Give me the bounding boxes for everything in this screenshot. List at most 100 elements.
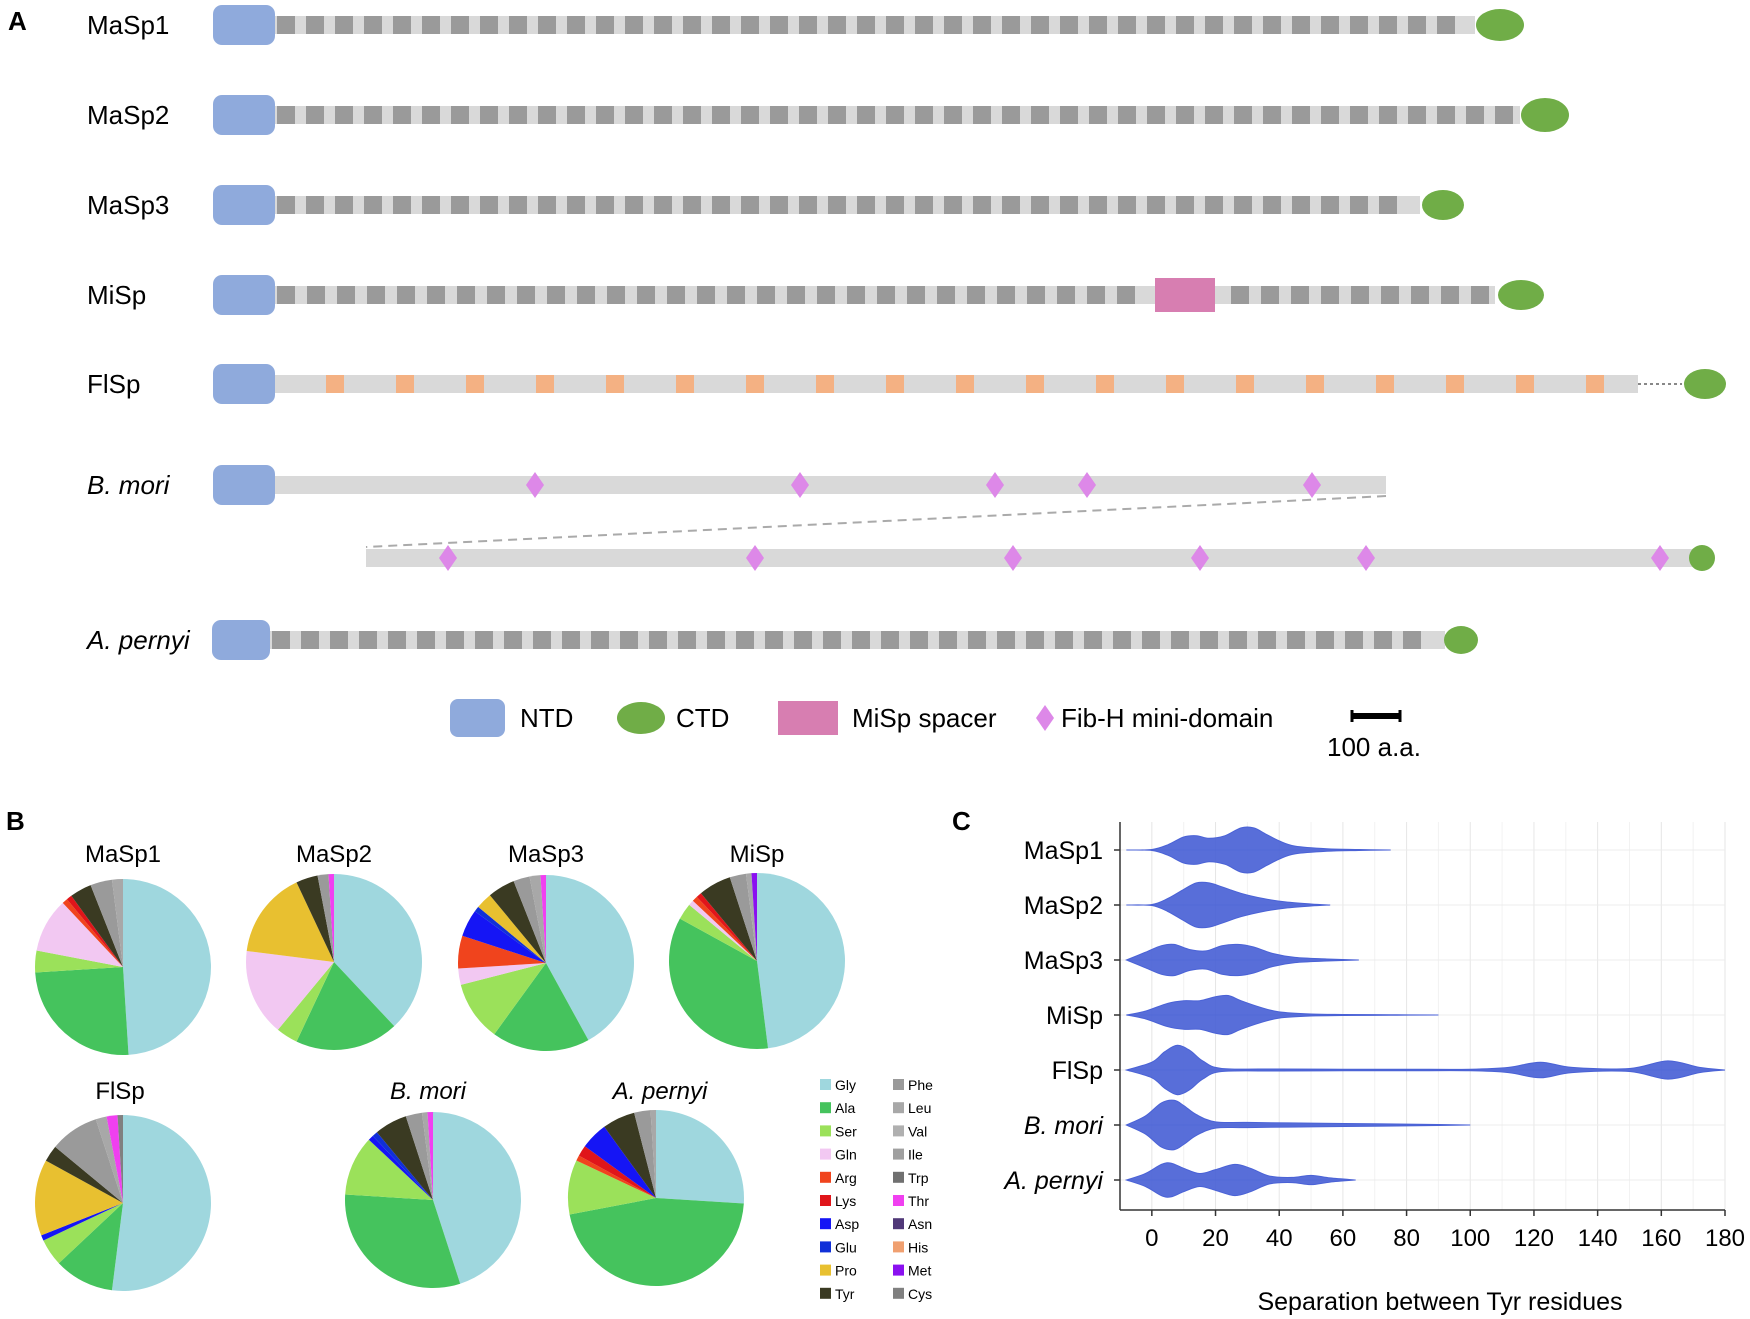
pie-slice bbox=[692, 896, 757, 961]
pie-slice bbox=[246, 950, 334, 1030]
repeat-block bbox=[1002, 196, 1020, 214]
repeat-block bbox=[828, 106, 846, 124]
pie-slice bbox=[433, 1112, 521, 1284]
legend-swatch bbox=[893, 1102, 904, 1114]
pie-slice bbox=[546, 875, 635, 1041]
x-tick-label: 140 bbox=[1578, 1225, 1618, 1252]
pie-slice bbox=[757, 873, 846, 1049]
repeat-block bbox=[480, 196, 498, 214]
fibh-mini-domain bbox=[1004, 545, 1022, 571]
legend-entry: Ile bbox=[893, 1147, 923, 1163]
legend-label: Gln bbox=[835, 1147, 857, 1163]
legend-swatch bbox=[820, 1125, 831, 1137]
pie-chart: MaSp3 bbox=[458, 841, 635, 1051]
pie-slice bbox=[489, 881, 546, 963]
repeat-block bbox=[1031, 106, 1049, 124]
repeat-block bbox=[427, 286, 445, 304]
violin-shape bbox=[1126, 826, 1391, 874]
repeat-block bbox=[881, 631, 899, 649]
repeat-block bbox=[1205, 196, 1223, 214]
repeat-block bbox=[596, 196, 614, 214]
repeat-block bbox=[359, 631, 377, 649]
repeat-block bbox=[1117, 286, 1135, 304]
ntd-domain bbox=[213, 465, 275, 505]
flsp-repeat-block bbox=[1516, 375, 1534, 393]
domain-row: MaSp1 bbox=[87, 5, 1524, 45]
pie-chart: B. mori bbox=[345, 1078, 521, 1289]
legend-ntd-label: NTD bbox=[520, 703, 573, 733]
legend-label: Leu bbox=[908, 1100, 931, 1116]
repeat-block bbox=[1087, 286, 1105, 304]
row-label: B. mori bbox=[87, 470, 171, 500]
repeat-block bbox=[301, 631, 319, 649]
ntd-domain bbox=[213, 95, 275, 135]
x-tick-label: 80 bbox=[1393, 1225, 1420, 1252]
pie-slice bbox=[106, 1115, 123, 1203]
ctd-domain bbox=[1689, 545, 1715, 571]
pie-slice bbox=[584, 1126, 656, 1198]
repeat-block bbox=[457, 286, 475, 304]
repeat-block bbox=[1176, 106, 1194, 124]
legend-entry: Leu bbox=[893, 1100, 931, 1116]
repeat-block bbox=[625, 16, 643, 34]
domain-row: MaSp3 bbox=[87, 185, 1464, 225]
repeat-block bbox=[712, 106, 730, 124]
flsp-repeat-block bbox=[816, 375, 834, 393]
repeat-block bbox=[1437, 16, 1455, 34]
repeat-block bbox=[591, 631, 609, 649]
pie-slice bbox=[729, 873, 757, 961]
legend-entry: Val bbox=[893, 1123, 927, 1139]
repeat-block bbox=[1205, 16, 1223, 34]
repeat-block bbox=[364, 16, 382, 34]
pie-slice bbox=[421, 1112, 433, 1200]
repeat-block bbox=[697, 286, 715, 304]
pie-slice bbox=[679, 904, 757, 961]
pie-slice bbox=[71, 885, 123, 967]
repeat-block bbox=[393, 196, 411, 214]
panel-a-letter: A bbox=[8, 6, 27, 36]
legend-entry: Gln bbox=[820, 1147, 857, 1163]
pie-slice bbox=[111, 1115, 211, 1292]
repeat-block bbox=[538, 106, 556, 124]
repeat-block bbox=[654, 196, 672, 214]
repeat-block bbox=[625, 106, 643, 124]
legend-label: Thr bbox=[908, 1193, 929, 1209]
violin-shape bbox=[1125, 1099, 1471, 1151]
repeat-block bbox=[422, 16, 440, 34]
domain-row: MaSp2 bbox=[87, 95, 1569, 135]
legend-label: Ile bbox=[908, 1147, 923, 1163]
pie-chart: FlSp bbox=[35, 1078, 211, 1292]
repeat-block bbox=[1234, 16, 1252, 34]
repeat-block bbox=[654, 16, 672, 34]
legend-fibh-label: Fib-H mini-domain bbox=[1061, 703, 1273, 733]
pie-slice bbox=[604, 1112, 656, 1198]
repeat-block bbox=[852, 631, 870, 649]
flsp-repeat-block bbox=[536, 375, 554, 393]
ntd-domain bbox=[213, 5, 275, 45]
legend-swatch bbox=[820, 1171, 831, 1183]
repeat-block bbox=[335, 106, 353, 124]
domain-row: B. mori bbox=[87, 465, 1715, 571]
repeat-block bbox=[306, 106, 324, 124]
repeat-block bbox=[1263, 16, 1281, 34]
pie-slice bbox=[696, 893, 757, 961]
legend-swatch bbox=[893, 1264, 904, 1276]
backbone-bar bbox=[273, 476, 1386, 494]
pie-slice bbox=[95, 1116, 123, 1203]
repeat-block bbox=[967, 286, 985, 304]
pie-slice bbox=[474, 906, 546, 963]
violin-shape bbox=[1126, 994, 1439, 1036]
pie-slice bbox=[328, 874, 334, 962]
repeat-block bbox=[1351, 286, 1369, 304]
repeat-block bbox=[1002, 16, 1020, 34]
repeat-block bbox=[654, 106, 672, 124]
legend-entry: Pro bbox=[820, 1263, 857, 1279]
flsp-repeat-block bbox=[1306, 375, 1324, 393]
ntd-domain bbox=[213, 275, 275, 315]
fibh-mini-domain bbox=[526, 472, 544, 498]
panel-b: B MaSp1 MaSp2 MaSp3 MiSp FlSp B. mori A. perny… bbox=[6, 806, 933, 1302]
legend-fibh-swatch bbox=[1036, 705, 1054, 731]
pie-slice bbox=[567, 1160, 656, 1215]
panel-b-pies: MaSp1 MaSp2 MaSp3 MiSp FlSp B. mori A. pernyi bbox=[35, 841, 846, 1292]
repeat-block bbox=[547, 286, 565, 304]
